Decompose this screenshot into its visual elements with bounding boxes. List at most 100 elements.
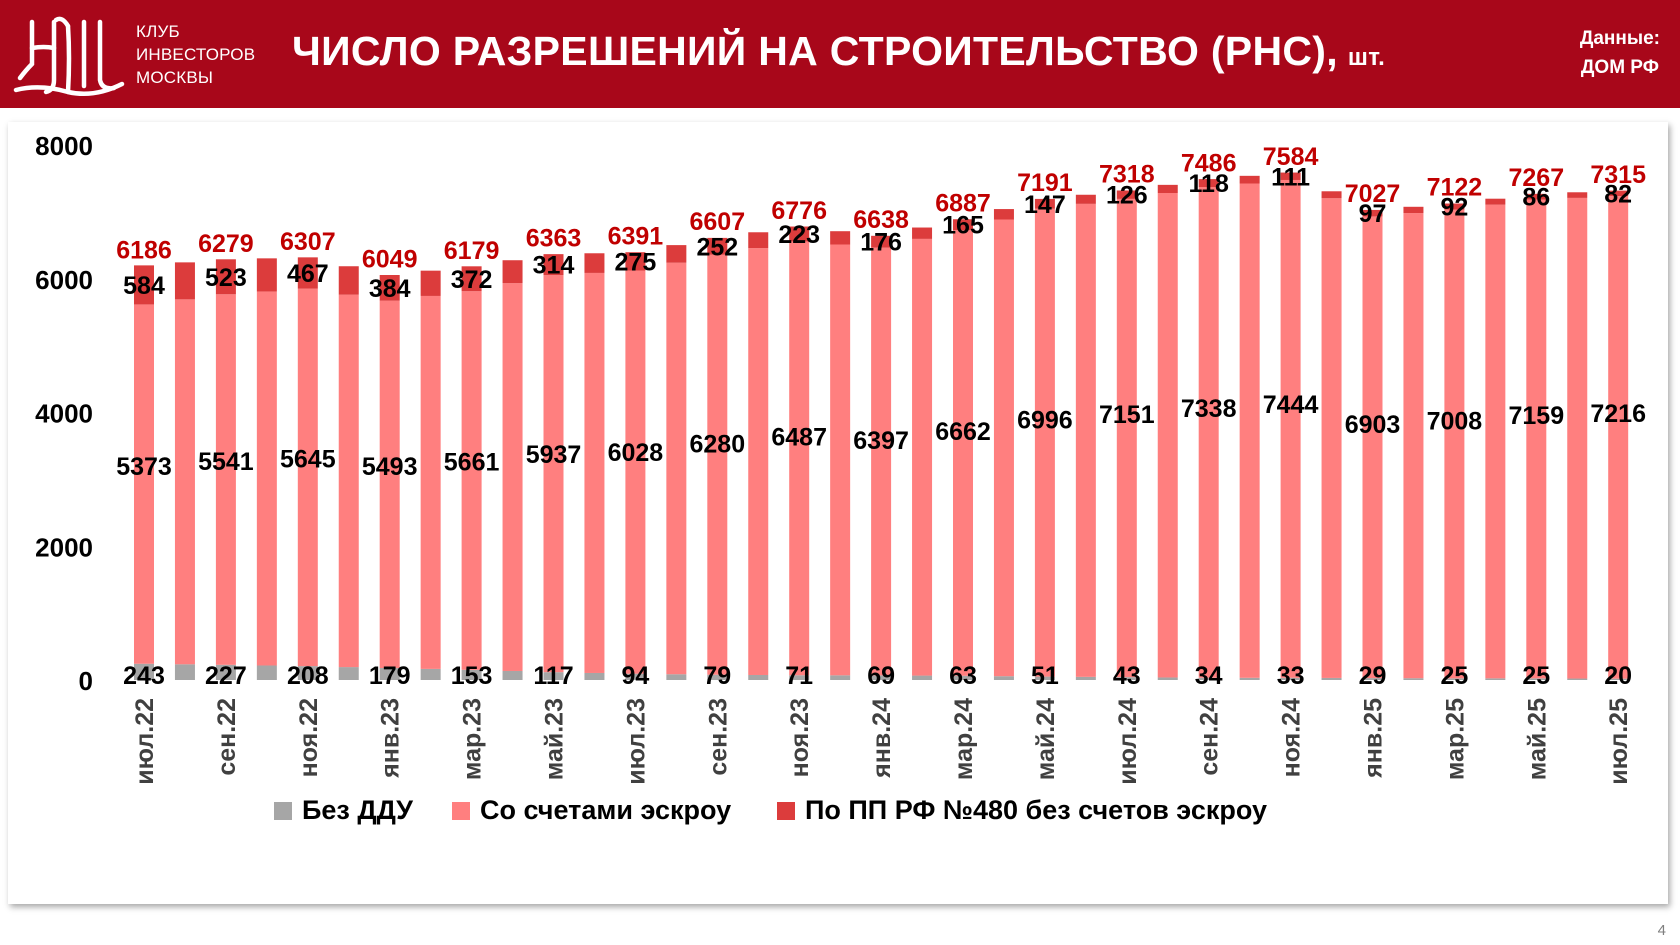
total-label: 6638 (853, 206, 909, 234)
total-label: 6279 (198, 230, 254, 258)
club-logo-icon (13, 16, 125, 96)
bar-segment (379, 668, 400, 680)
page-title: ЧИСЛО РАЗРЕШЕНИЙ НА СТРОИТЕЛЬСТВО (РНС),… (292, 28, 1385, 75)
x-tick-label: июл.23 (622, 698, 650, 785)
bar-segment (1075, 203, 1096, 677)
data-label-pp480: 314 (533, 252, 575, 280)
bar-segment (789, 675, 810, 680)
legend-label: По ПП РФ №480 без счетов эскроу (805, 795, 1267, 825)
bar-segment (1280, 677, 1301, 680)
data-label-pp480: 584 (123, 272, 165, 300)
total-label: 7267 (1508, 164, 1564, 192)
data-label-pp480: 467 (287, 260, 329, 288)
bar-segment (1157, 184, 1178, 194)
bar-segment (297, 666, 318, 680)
bar-segment (1485, 204, 1506, 679)
data-label-pp480: 252 (696, 233, 738, 261)
bar-segment (543, 672, 564, 680)
total-label: 7318 (1099, 161, 1155, 189)
x-tick-label: июл.22 (131, 698, 159, 785)
x-tick-label: июл.24 (1114, 698, 1142, 785)
bar-segment (1280, 172, 1301, 180)
bar-segment (748, 232, 769, 249)
data-label-escrow: 6487 (771, 424, 827, 452)
data-source-name: ДОМ РФ (1580, 57, 1659, 78)
bar-segment (1034, 198, 1055, 209)
bar-segment (1321, 198, 1342, 678)
data-label-pp480: 176 (860, 229, 902, 257)
bar-segment (1075, 676, 1096, 680)
bar-segment (379, 300, 400, 669)
x-tick-label: май.24 (1032, 698, 1060, 780)
bar-segment (1362, 678, 1383, 680)
bar-segment (584, 672, 605, 680)
bar-segment (666, 245, 687, 263)
data-label-pp480: 126 (1106, 182, 1148, 210)
bar-segment (502, 283, 523, 671)
data-label-bez-ddu: 153 (451, 662, 493, 690)
bar-segment (1567, 192, 1588, 198)
y-tick-label: 6000 (35, 265, 93, 295)
x-tick-label: ноя.24 (1278, 698, 1306, 777)
x-tick-label: июл.25 (1605, 698, 1633, 785)
total-label: 6391 (608, 223, 664, 251)
y-tick-label: 2000 (35, 532, 93, 562)
y-tick-label: 0 (79, 666, 93, 696)
data-label-pp480: 223 (778, 221, 820, 249)
data-label-escrow: 7216 (1590, 400, 1646, 428)
bar-segment (215, 294, 236, 665)
bar-segment (707, 254, 728, 675)
bar-segment (461, 266, 482, 292)
bar-segment (1403, 206, 1424, 214)
bar-segment (1403, 213, 1424, 679)
data-label-bez-ddu: 208 (287, 662, 329, 690)
data-label-escrow: 7159 (1508, 402, 1564, 430)
data-label-escrow: 6397 (853, 427, 909, 455)
data-label-bez-ddu: 179 (369, 662, 411, 690)
y-tick-label: 4000 (35, 399, 93, 429)
data-label-bez-ddu: 20 (1604, 662, 1632, 690)
data-label-escrow: 6903 (1345, 411, 1401, 439)
bar-segment (912, 227, 933, 239)
bar-segment (502, 260, 523, 284)
data-label-bez-ddu: 33 (1277, 662, 1305, 690)
data-label-bez-ddu: 243 (123, 662, 165, 690)
legend-label: Со счетами эскроу (480, 795, 731, 825)
total-label: 6307 (280, 228, 336, 256)
data-label-bez-ddu: 25 (1522, 662, 1550, 690)
x-tick-label: янв.25 (1360, 698, 1388, 779)
bar-segment (1034, 208, 1055, 677)
bar-segment (625, 270, 646, 674)
bar-segment (1321, 677, 1342, 680)
bar-segment (830, 675, 851, 680)
bar-segment (1075, 194, 1096, 204)
bar-segment (1485, 198, 1506, 205)
club-name-line: КЛУБ (136, 22, 180, 41)
data-source-label: Данные: (1579, 28, 1660, 49)
x-tick-label: янв.24 (868, 698, 896, 779)
total-label: 6179 (444, 237, 500, 265)
total-label: 7315 (1590, 161, 1646, 189)
data-label-pp480: 82 (1604, 180, 1632, 208)
bar-segment (1116, 677, 1137, 680)
bar-segment (297, 257, 318, 289)
data-label-escrow: 5493 (362, 453, 418, 481)
x-tick-label: сен.23 (704, 698, 732, 776)
bar-segment (215, 259, 236, 295)
club-name-line: МОСКВЫ (136, 68, 214, 87)
bar-segment (1034, 676, 1055, 680)
bar-segment (1321, 191, 1342, 199)
bar-segment (1198, 186, 1219, 678)
data-label-pp480: 165 (942, 212, 984, 240)
data-label-bez-ddu: 79 (703, 662, 731, 690)
data-label-bez-ddu: 117 (533, 662, 573, 690)
data-label-pp480: 97 (1359, 200, 1387, 228)
data-label-escrow: 7151 (1099, 401, 1155, 429)
total-label: 6607 (689, 208, 745, 236)
bar-segment (134, 663, 154, 680)
total-label: 6363 (526, 224, 582, 252)
x-tick-label: янв.23 (377, 698, 405, 779)
x-tick-label: сен.22 (213, 698, 241, 776)
legend-swatch (452, 802, 470, 820)
bar-segment (461, 669, 482, 680)
